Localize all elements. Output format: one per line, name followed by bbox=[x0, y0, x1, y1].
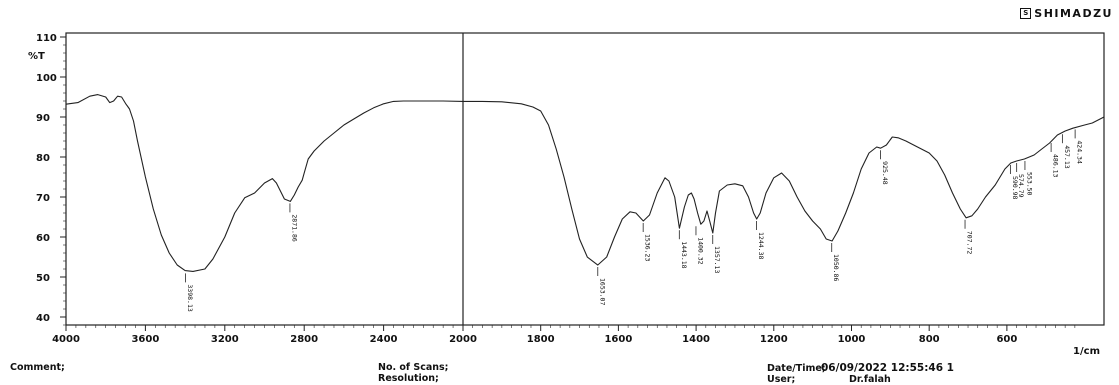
peak-annotation: 1357.13 bbox=[712, 235, 721, 273]
peak-label: 1244.38 bbox=[757, 232, 765, 259]
peak-label: 1536.23 bbox=[644, 234, 652, 261]
x-tick-label: 600 bbox=[996, 334, 1017, 345]
peak-annotation: 590.98 bbox=[1009, 165, 1019, 200]
user-label: User; bbox=[767, 374, 796, 385]
peak-label: 1050.86 bbox=[832, 254, 840, 281]
plot-frame bbox=[65, 32, 1105, 326]
brand-name: SHIMADZU bbox=[1034, 7, 1113, 20]
peak-label: 457.13 bbox=[1063, 145, 1071, 169]
x-tick-label: 2800 bbox=[290, 334, 318, 345]
x-tick-label: 2000 bbox=[449, 334, 477, 345]
datetime-label: Date/Time; bbox=[767, 363, 826, 374]
y-tick-label: 80 bbox=[36, 153, 50, 164]
axis-ticks bbox=[60, 36, 1076, 331]
y-tick-label: 110 bbox=[36, 33, 57, 44]
peak-annotations: 3398.13 2871.86 1653.07 1536.23 1443.18 1400.… bbox=[185, 129, 1084, 312]
resolution-label: Resolution; bbox=[378, 373, 439, 384]
scans-label: No. of Scans; bbox=[378, 362, 449, 373]
peak-annotation: 574.79 bbox=[1016, 163, 1025, 198]
y-axis-label: %T bbox=[28, 51, 45, 62]
peak-label: 1653.07 bbox=[598, 278, 606, 305]
peak-label: 424.34 bbox=[1076, 140, 1084, 164]
peak-annotation: 2871.86 bbox=[289, 203, 298, 242]
plot-border bbox=[65, 32, 1105, 326]
axis-labels: 40 50 60 70 80 90 100 110 %T 4000 3600 3200 2800 2400… bbox=[28, 33, 1100, 357]
peak-annotation: 1400.32 bbox=[695, 226, 704, 265]
x-axis-label: 1/cm bbox=[1073, 346, 1100, 357]
y-tick-label: 70 bbox=[36, 193, 50, 204]
series-layer bbox=[65, 94, 1105, 272]
x-tick-label: 1600 bbox=[604, 334, 632, 345]
peak-annotation: 1050.86 bbox=[831, 243, 840, 281]
peak-label: 1443.18 bbox=[680, 241, 688, 268]
peak-label: 3398.13 bbox=[186, 284, 194, 311]
peak-annotation: 1443.18 bbox=[678, 230, 688, 269]
peak-label: 2871.86 bbox=[290, 214, 298, 241]
x-tick-label: 800 bbox=[919, 334, 940, 345]
peak-annotation: 424.34 bbox=[1074, 129, 1084, 164]
peak-annotation: 3398.13 bbox=[185, 273, 194, 312]
peak-label: 925.48 bbox=[881, 161, 889, 185]
user-value: Dr.falah bbox=[849, 374, 891, 385]
spectrum-line bbox=[65, 94, 1105, 272]
x-tick-label: 1800 bbox=[527, 334, 555, 345]
datetime-value: 06/09/2022 12:55:46 1 bbox=[821, 362, 954, 374]
x-tick-label: 1200 bbox=[760, 334, 788, 345]
x-tick-label: 3600 bbox=[131, 334, 159, 345]
y-tick-label: 40 bbox=[36, 313, 50, 324]
peak-annotation: 1653.07 bbox=[597, 267, 606, 305]
peak-annotation: 486.13 bbox=[1050, 143, 1060, 178]
peak-label: 553.50 bbox=[1025, 172, 1033, 196]
peak-annotation: 457.13 bbox=[1061, 134, 1071, 169]
peak-label: 574.79 bbox=[1017, 174, 1025, 198]
peak-label: 707.72 bbox=[966, 231, 974, 255]
shimadzu-logo-icon: S bbox=[1020, 8, 1032, 19]
peak-annotation: 553.50 bbox=[1024, 161, 1033, 196]
peak-label: 590.98 bbox=[1011, 176, 1019, 200]
peak-annotation: 707.72 bbox=[964, 219, 974, 255]
peak-annotation: 1536.23 bbox=[642, 223, 652, 261]
x-tick-label: 1000 bbox=[838, 334, 866, 345]
y-tick-label: 100 bbox=[36, 73, 57, 84]
y-tick-label: 50 bbox=[36, 273, 50, 284]
comment-label: Comment; bbox=[10, 362, 65, 373]
peak-annotation: 925.48 bbox=[880, 150, 889, 185]
peak-label: 486.13 bbox=[1052, 154, 1060, 178]
x-tick-label: 3200 bbox=[211, 334, 239, 345]
y-tick-label: 90 bbox=[36, 113, 50, 124]
y-tick-label: 60 bbox=[36, 233, 50, 244]
peak-label: 1400.32 bbox=[696, 237, 704, 264]
x-tick-label: 2400 bbox=[370, 334, 398, 345]
x-tick-label: 1400 bbox=[682, 334, 710, 345]
peak-annotation: 1244.38 bbox=[756, 221, 765, 259]
peak-label: 1357.13 bbox=[713, 246, 721, 273]
x-tick-label: 4000 bbox=[52, 334, 80, 345]
brand-logo: S SHIMADZU bbox=[1020, 7, 1113, 20]
